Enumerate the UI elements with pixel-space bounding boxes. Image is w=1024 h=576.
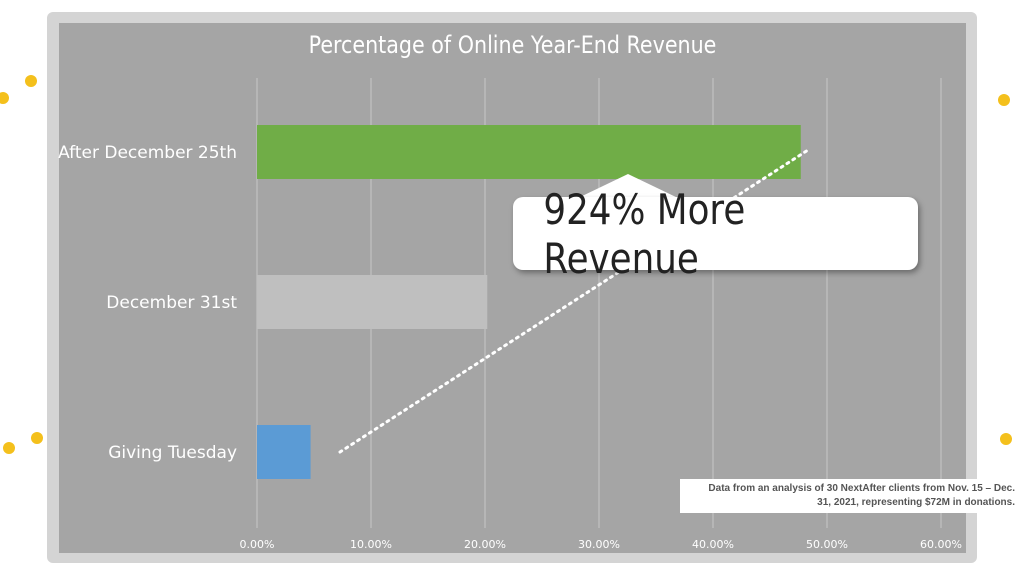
decorative-dot: [25, 75, 37, 87]
revenue-callout: 924% More Revenue: [513, 184, 918, 283]
source-note-line-2: 31, 2021, representing $72M in donations…: [817, 497, 1015, 508]
callout-text: 924% More Revenue: [543, 184, 746, 283]
x-tick-label: 40.00%: [692, 538, 734, 551]
x-tick-label: 50.00%: [806, 538, 848, 551]
bar: [257, 125, 801, 179]
source-note-line-1: Data from an analysis of 30 NextAfter cl…: [708, 483, 1015, 494]
decorative-dot: [998, 94, 1010, 106]
x-tick-label: 0.00%: [240, 538, 275, 551]
callout-pointer: [578, 174, 678, 198]
bar: [257, 275, 488, 329]
category-label: Giving Tuesday: [108, 443, 237, 463]
x-tick-label: 30.00%: [578, 538, 620, 551]
source-note: Data from an analysis of 30 NextAfter cl…: [680, 479, 1021, 513]
chart-panel: [59, 23, 966, 553]
x-tick-label: 60.00%: [920, 538, 962, 551]
x-tick-label: 10.00%: [350, 538, 392, 551]
decorative-dot: [0, 92, 9, 104]
category-label: After December 25th: [58, 143, 237, 163]
category-label: December 31st: [106, 293, 237, 313]
chart-title: Percentage of Online Year-End Revenue: [308, 31, 717, 59]
decorative-dot: [31, 432, 43, 444]
x-tick-label: 20.00%: [464, 538, 506, 551]
bar: [257, 425, 311, 479]
decorative-dot: [3, 442, 15, 454]
decorative-dot: [1000, 433, 1012, 445]
